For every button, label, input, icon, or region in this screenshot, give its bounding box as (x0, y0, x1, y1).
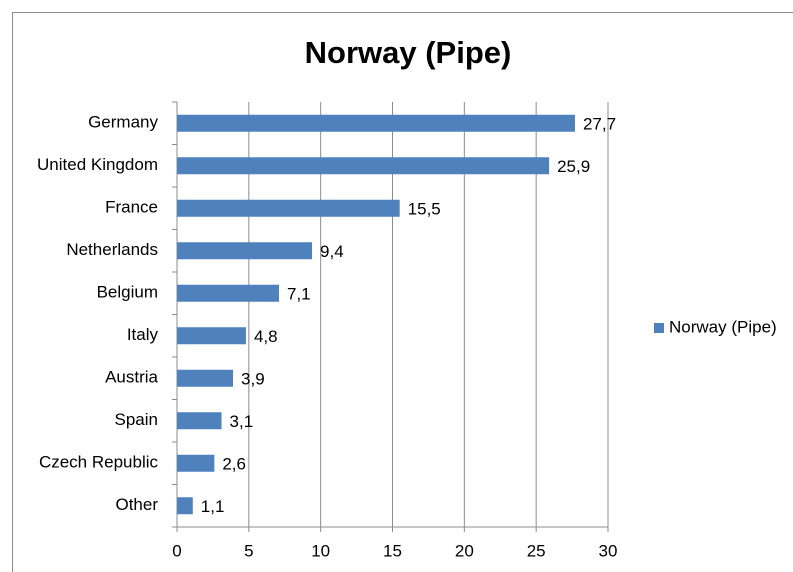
chart-title: Norway (Pipe) (305, 35, 512, 70)
data-label: 27,7 (583, 115, 616, 134)
bar (177, 454, 215, 472)
data-label: 7,1 (287, 285, 311, 304)
bar (177, 327, 246, 345)
bar (177, 114, 575, 132)
x-tick-label: 15 (383, 541, 402, 560)
y-tick-label: France (105, 198, 158, 217)
data-label: 9,4 (320, 242, 344, 261)
y-tick-label: Austria (105, 368, 158, 387)
x-tick-label: 5 (244, 541, 253, 560)
data-label: 1,1 (201, 497, 225, 516)
bar (177, 412, 222, 430)
x-tick-label: 30 (599, 541, 618, 560)
data-label: 2,6 (222, 455, 246, 474)
y-tick-label: Italy (127, 325, 159, 344)
data-label: 25,9 (557, 157, 590, 176)
legend-label: Norway (Pipe) (669, 317, 777, 336)
bar (177, 199, 400, 217)
data-label: 3,1 (230, 412, 254, 431)
y-tick-label: Belgium (97, 283, 158, 302)
x-tick-label: 20 (455, 541, 474, 560)
legend-marker (654, 323, 664, 333)
bar (177, 242, 313, 260)
data-label: 15,5 (408, 200, 441, 219)
y-tick-label: Spain (115, 410, 158, 429)
data-label: 4,8 (254, 327, 278, 346)
y-tick-label: Other (115, 495, 158, 514)
y-tick-label: Germany (88, 113, 158, 132)
bar (177, 284, 280, 302)
bar (177, 157, 550, 175)
y-tick-label: United Kingdom (37, 155, 158, 174)
bar (177, 369, 234, 387)
y-tick-label: Czech Republic (39, 453, 159, 472)
chart-frame (12, 12, 793, 572)
x-tick-label: 10 (311, 541, 330, 560)
data-label: 3,9 (241, 370, 265, 389)
x-tick-label: 0 (172, 541, 181, 560)
y-tick-label: Netherlands (66, 240, 158, 259)
bar (177, 497, 193, 515)
x-tick-label: 25 (527, 541, 546, 560)
